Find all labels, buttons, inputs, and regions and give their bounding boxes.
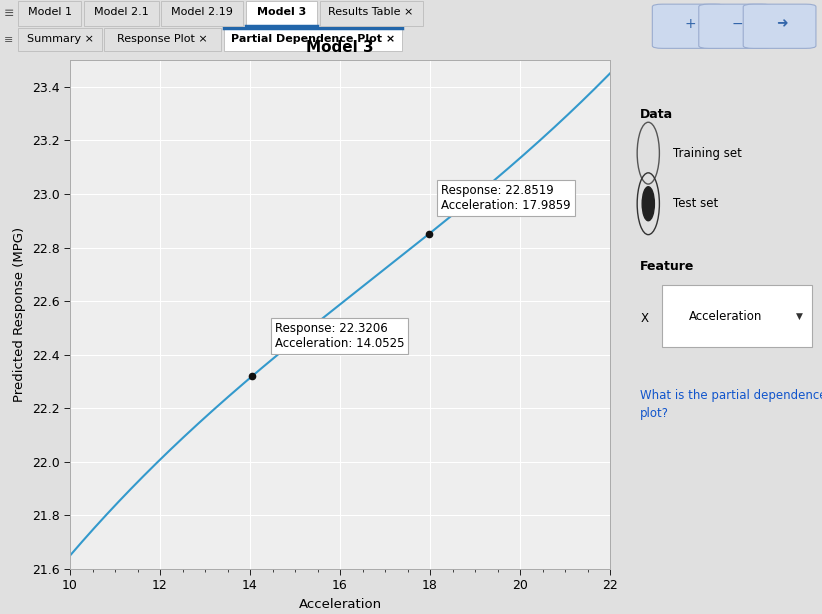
- Text: +: +: [685, 17, 696, 31]
- Text: ➜: ➜: [776, 17, 787, 31]
- Title: Model 3: Model 3: [306, 40, 374, 55]
- Text: Results Table ×: Results Table ×: [329, 7, 413, 17]
- FancyBboxPatch shape: [320, 1, 423, 26]
- Text: ≡: ≡: [4, 34, 13, 44]
- FancyBboxPatch shape: [699, 4, 772, 49]
- FancyBboxPatch shape: [663, 286, 812, 347]
- Text: Model 2.1: Model 2.1: [94, 7, 149, 17]
- X-axis label: Acceleration: Acceleration: [298, 598, 381, 611]
- Text: Training set: Training set: [672, 147, 741, 160]
- Text: Model 1: Model 1: [28, 7, 72, 17]
- FancyBboxPatch shape: [161, 1, 243, 26]
- FancyBboxPatch shape: [653, 4, 725, 49]
- FancyBboxPatch shape: [84, 1, 159, 26]
- Text: ≡: ≡: [4, 7, 15, 20]
- Text: X: X: [640, 313, 649, 325]
- Text: Response Plot ×: Response Plot ×: [118, 34, 208, 44]
- Text: Response: 22.3206
Acceleration: 14.0525: Response: 22.3206 Acceleration: 14.0525: [275, 322, 404, 349]
- FancyBboxPatch shape: [743, 4, 816, 49]
- Circle shape: [642, 187, 654, 221]
- FancyBboxPatch shape: [18, 28, 102, 51]
- Text: Test set: Test set: [672, 197, 718, 210]
- FancyBboxPatch shape: [18, 1, 81, 26]
- FancyBboxPatch shape: [224, 28, 402, 51]
- Text: ▼: ▼: [796, 312, 802, 321]
- Text: Partial Dependence Plot ×: Partial Dependence Plot ×: [231, 34, 395, 44]
- Text: −: −: [732, 17, 743, 31]
- Text: Model 2.19: Model 2.19: [171, 7, 233, 17]
- Text: Acceleration: Acceleration: [689, 309, 762, 322]
- Text: Feature: Feature: [640, 260, 695, 273]
- Text: Summary ×: Summary ×: [26, 34, 94, 44]
- Text: Data: Data: [640, 108, 673, 121]
- FancyBboxPatch shape: [104, 28, 221, 51]
- Text: What is the partial dependence
plot?: What is the partial dependence plot?: [640, 389, 822, 420]
- FancyBboxPatch shape: [246, 1, 317, 26]
- Y-axis label: Predicted Response (MPG): Predicted Response (MPG): [13, 227, 26, 402]
- Text: Model 3: Model 3: [257, 7, 306, 17]
- Text: ⋮: ⋮: [797, 6, 810, 20]
- Text: Response: 22.8519
Acceleration: 17.9859: Response: 22.8519 Acceleration: 17.9859: [441, 184, 570, 212]
